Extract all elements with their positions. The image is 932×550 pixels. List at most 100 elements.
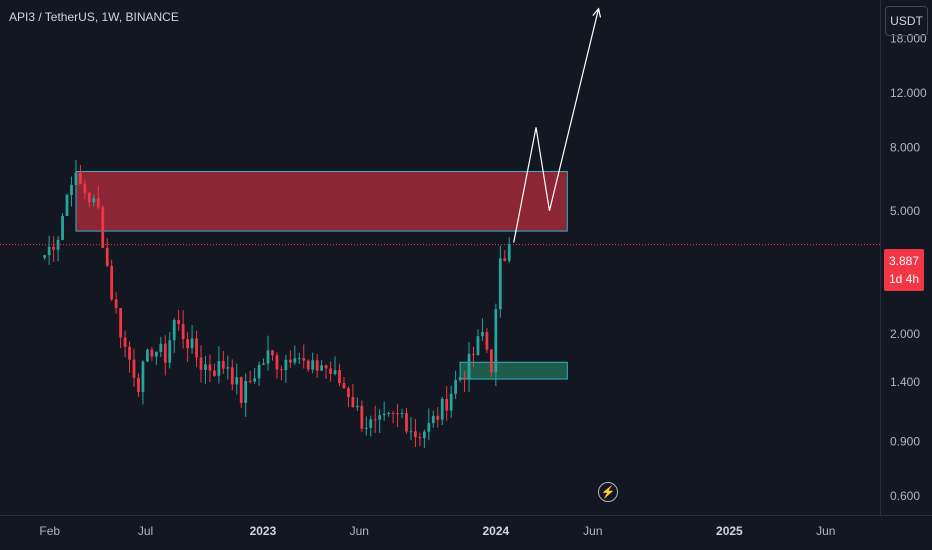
candle <box>463 371 466 393</box>
price-tick-label: 0.600 <box>890 489 920 503</box>
candle <box>414 419 417 447</box>
candle <box>498 245 502 318</box>
candle <box>271 349 274 361</box>
candle <box>132 348 136 387</box>
candle <box>235 363 239 395</box>
candle <box>472 346 475 368</box>
candle-body <box>333 370 337 375</box>
candle <box>507 237 511 263</box>
candle-body <box>405 413 408 432</box>
candle <box>373 405 377 434</box>
candle <box>96 186 100 210</box>
candle <box>217 346 221 384</box>
candle-body <box>239 377 243 403</box>
candle-body <box>436 415 440 420</box>
candle <box>481 318 484 341</box>
candle <box>293 345 297 365</box>
candle <box>449 385 453 418</box>
candle-body <box>485 332 489 350</box>
candle-body <box>262 363 265 365</box>
candle-body <box>440 398 444 420</box>
candle-body <box>329 368 332 375</box>
candle <box>364 416 368 436</box>
candle <box>70 176 73 207</box>
resistance-zone[interactable] <box>75 170 568 232</box>
candle-body <box>177 320 181 325</box>
candle-body <box>150 349 154 357</box>
candle <box>195 330 198 368</box>
candle <box>329 361 332 382</box>
price-tick-label: 2.000 <box>890 327 920 341</box>
candle <box>311 352 315 373</box>
candle <box>61 213 64 241</box>
candle <box>485 328 489 353</box>
candle-body <box>396 413 399 415</box>
projection-path <box>513 8 600 243</box>
price-axis[interactable]: 18.00012.0008.0005.0002.0001.4000.9000.6… <box>890 32 927 503</box>
candle <box>378 409 382 433</box>
candle <box>226 355 230 380</box>
support-zone[interactable] <box>459 361 568 380</box>
candle-body <box>293 358 297 363</box>
candle-body <box>387 413 391 415</box>
candle-body <box>123 337 127 347</box>
candle <box>418 432 422 447</box>
candle-body <box>213 370 216 376</box>
candle-body <box>422 431 426 438</box>
candle <box>199 345 203 383</box>
lightning-bolt-icon[interactable]: ⚡ <box>598 482 618 502</box>
candle <box>253 367 257 384</box>
candle <box>119 308 122 349</box>
currency-button[interactable]: USDT <box>885 6 928 36</box>
last-price-value: 3.887 <box>888 254 920 268</box>
candle-body <box>489 349 493 373</box>
time-axis[interactable]: Feb Jul 2023 Jun 2024 Jun 2025 Jun <box>39 524 835 538</box>
candle <box>257 361 261 386</box>
candle-body <box>315 360 319 371</box>
candle <box>154 351 158 365</box>
candle <box>128 341 131 373</box>
candle <box>47 235 51 265</box>
candle-body <box>306 360 310 370</box>
candle-body <box>146 349 149 362</box>
projection-arrowhead <box>592 7 602 18</box>
time-tick-label: Jun <box>583 524 602 538</box>
candle <box>280 365 283 381</box>
candle-body <box>342 383 346 389</box>
candle-body <box>96 198 100 208</box>
candle-body <box>190 338 194 349</box>
candle <box>52 236 55 262</box>
candle <box>123 330 127 358</box>
candle-body <box>92 198 96 203</box>
candle-body <box>47 246 51 256</box>
candle-body <box>347 388 350 398</box>
candle-body <box>382 413 386 416</box>
candle-body <box>181 324 185 340</box>
candle <box>369 415 373 437</box>
price-tick-label: 8.000 <box>890 141 920 155</box>
candle-body <box>391 413 395 415</box>
candle <box>110 259 114 301</box>
candle-body <box>235 377 239 385</box>
candle <box>163 335 167 376</box>
bar-countdown: 1d 4h <box>888 272 920 286</box>
candle <box>204 355 207 384</box>
zones-layer <box>75 170 568 380</box>
candle <box>302 344 306 369</box>
candle-body <box>463 377 466 380</box>
candle-body <box>311 360 315 370</box>
candle-body <box>141 361 145 392</box>
candle <box>288 350 292 368</box>
candle <box>338 363 341 387</box>
candle <box>324 364 328 379</box>
candle-body <box>494 309 498 373</box>
candle-body <box>266 350 270 364</box>
candle-body <box>70 184 73 195</box>
candle <box>213 363 216 377</box>
candle <box>355 397 359 412</box>
candle-body <box>284 359 288 371</box>
candle <box>172 318 176 353</box>
candle <box>74 159 78 187</box>
candle <box>347 386 350 408</box>
